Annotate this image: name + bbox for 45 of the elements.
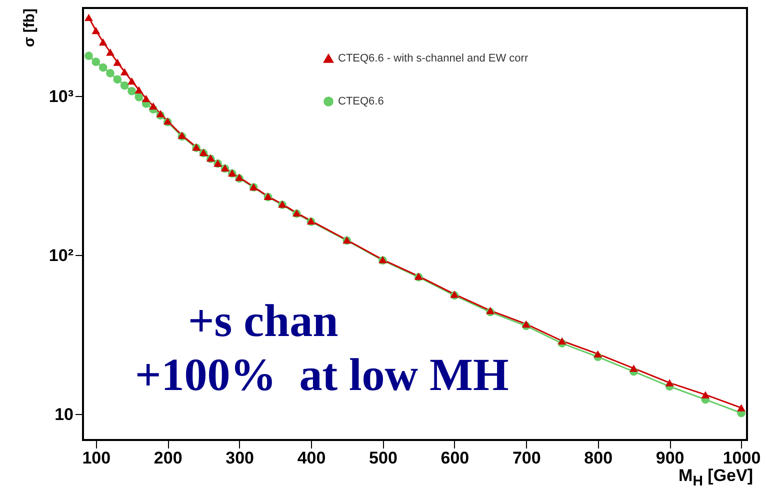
- x-tick-label: 900: [656, 448, 684, 468]
- x-tick-label: 1000: [722, 448, 761, 468]
- point: [106, 48, 114, 56]
- y-axis-title: σ [fb]: [20, 8, 38, 48]
- legend-label: CTEQ6.6: [338, 96, 384, 108]
- y-tick-label: 10²: [48, 246, 74, 265]
- point: [92, 58, 100, 66]
- annotation: +100% at low MH: [135, 349, 509, 400]
- point: [98, 38, 108, 46]
- x-tick-label: 600: [440, 448, 470, 468]
- point: [149, 102, 158, 110]
- point: [737, 404, 746, 412]
- annotation: +s chan: [188, 295, 338, 346]
- point: [84, 14, 93, 22]
- point: [120, 81, 129, 90]
- x-axis-title: M$_{H}$ [GeV]: [678, 466, 753, 488]
- x-tick-label: 200: [154, 448, 182, 468]
- point: [128, 86, 136, 96]
- point: [84, 52, 93, 60]
- point: [128, 77, 136, 85]
- point: [594, 350, 602, 358]
- x-tick-label: 800: [584, 448, 613, 468]
- legend-label: CTEQ6.6 - with s-channel and EW corr: [338, 52, 528, 64]
- point: [113, 58, 122, 66]
- x-tick-label: 500: [369, 448, 398, 468]
- point: [134, 92, 144, 102]
- x-tick-label: 700: [512, 448, 541, 468]
- point: [630, 364, 638, 372]
- point: [522, 320, 530, 328]
- point: [92, 26, 100, 34]
- point: [106, 69, 114, 78]
- point: [665, 379, 674, 386]
- y-tick-label: 10³: [48, 86, 74, 106]
- point: [156, 110, 165, 118]
- point: [142, 94, 150, 102]
- point: [134, 86, 144, 94]
- x-tick-label: 300: [226, 448, 254, 468]
- point: [113, 75, 122, 84]
- x-tick-label: 100: [82, 448, 111, 468]
- point: [98, 63, 108, 72]
- y-tick-label: 10: [54, 404, 74, 424]
- point: [120, 68, 129, 76]
- point: [558, 337, 566, 344]
- point: [701, 391, 710, 398]
- x-tick-label: 400: [297, 448, 326, 468]
